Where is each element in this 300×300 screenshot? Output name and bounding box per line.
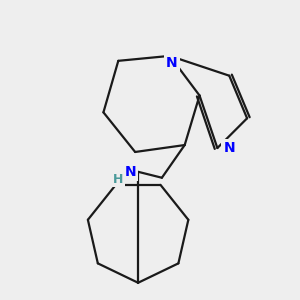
Text: H: H — [113, 173, 124, 186]
Text: N: N — [224, 141, 235, 155]
Text: N: N — [166, 56, 178, 70]
Text: N: N — [124, 165, 136, 179]
